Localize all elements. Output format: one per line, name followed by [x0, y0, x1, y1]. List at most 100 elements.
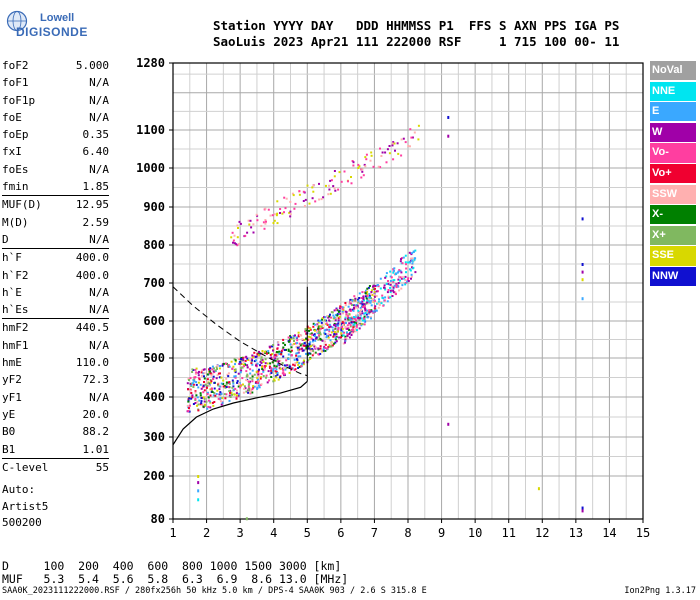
- param-value: N/A: [89, 285, 109, 299]
- echo-point: [211, 391, 214, 393]
- echo-point: [349, 298, 352, 301]
- echo-point: [274, 359, 277, 362]
- echo-point: [302, 349, 305, 352]
- echo-point: [328, 344, 331, 347]
- param-row: h`F2 400.0: [2, 267, 109, 284]
- echo-point: [234, 368, 237, 371]
- echo-point: [323, 329, 326, 332]
- echo-point: [220, 392, 223, 395]
- echo-point: [257, 384, 260, 387]
- echo-point: [233, 388, 235, 391]
- echo-point: [249, 359, 252, 362]
- echo-point: [260, 358, 263, 361]
- param-name: hmF1: [2, 338, 29, 352]
- echo-point: [366, 291, 369, 293]
- profile-curves: [172, 286, 308, 446]
- x-tick-label: 8: [404, 526, 411, 540]
- notes-line-3: 500200: [2, 516, 42, 529]
- echo-point: [315, 331, 318, 334]
- echo-point: [249, 380, 252, 383]
- echo-point: [276, 222, 279, 225]
- echo-point: [401, 262, 404, 265]
- echo-point: [330, 341, 333, 344]
- echo-point: [217, 372, 220, 375]
- echo-point: [240, 358, 243, 360]
- echo-point: [202, 372, 205, 375]
- echo-point: [368, 293, 371, 296]
- echo-point: [361, 319, 364, 322]
- echo-point: [278, 350, 281, 353]
- echo-point: [285, 348, 287, 351]
- echo-point: [289, 343, 292, 346]
- echo-point: [379, 166, 382, 169]
- param-name: fxI: [2, 145, 22, 159]
- echo-point: [328, 323, 331, 326]
- echo-point: [249, 372, 252, 375]
- echo-point: [302, 200, 305, 202]
- echo-point: [282, 346, 285, 349]
- echo-point: [341, 307, 344, 310]
- echo-point: [289, 350, 292, 353]
- y-tick-label: 700: [143, 276, 165, 290]
- echo-point: [308, 347, 311, 350]
- echo-point: [343, 331, 345, 334]
- echo-point: [262, 221, 265, 224]
- echo-point: [407, 261, 410, 264]
- echo-point: [387, 280, 389, 282]
- echo-point: [211, 401, 214, 404]
- echo-point: [348, 317, 351, 320]
- echo-point: [276, 363, 279, 366]
- echo-point: [414, 257, 417, 260]
- echo-point: [278, 353, 281, 355]
- echo-point: [340, 306, 343, 308]
- echo-point: [358, 327, 361, 330]
- echo-point: [404, 261, 407, 264]
- echo-point: [320, 319, 322, 322]
- echo-point: [292, 363, 295, 366]
- echo-point: [342, 334, 345, 337]
- echo-point: [234, 376, 237, 379]
- echo-point: [309, 327, 312, 330]
- echo-point: [404, 282, 407, 284]
- param-separator: [2, 457, 109, 459]
- echo-point: [249, 219, 252, 222]
- echo-point: [343, 322, 346, 325]
- param-value: 0.35: [82, 128, 110, 142]
- echo-point: [404, 283, 407, 286]
- echo-point: [320, 321, 323, 324]
- echo-point: [305, 347, 308, 350]
- echo-point: [269, 362, 272, 365]
- echo-point: [257, 375, 260, 378]
- echo-point: [332, 185, 335, 188]
- echo-point: [367, 312, 370, 315]
- echo-point: [294, 334, 296, 337]
- echo-point: [390, 276, 393, 279]
- echo-point: [321, 317, 324, 320]
- echo-point: [353, 323, 356, 326]
- echo-point: [350, 332, 353, 335]
- echo-point: [218, 388, 221, 391]
- echo-point: [399, 279, 401, 282]
- echo-point: [258, 386, 261, 389]
- echo-point: [235, 389, 238, 392]
- echo-point: [363, 315, 366, 318]
- echo-point-isolated: [581, 270, 584, 274]
- echo-point: [370, 291, 373, 293]
- echo-point: [358, 318, 361, 321]
- echo-point: [204, 383, 207, 386]
- echo-point: [283, 211, 285, 214]
- echo-point: [340, 329, 343, 332]
- echo-point: [253, 373, 256, 376]
- echo-point: [301, 343, 304, 345]
- echo-point: [310, 337, 313, 340]
- echo-point: [230, 360, 233, 363]
- dashed-trace-line: [172, 286, 308, 377]
- echo-point: [411, 136, 414, 139]
- echo-point: [282, 338, 285, 341]
- echo-point: [341, 326, 344, 328]
- echo-point: [361, 291, 364, 294]
- x-tick-label: 5: [304, 526, 311, 540]
- echo-point: [257, 378, 259, 381]
- echo-point: [309, 341, 312, 344]
- y-tick-label: 600: [143, 314, 165, 328]
